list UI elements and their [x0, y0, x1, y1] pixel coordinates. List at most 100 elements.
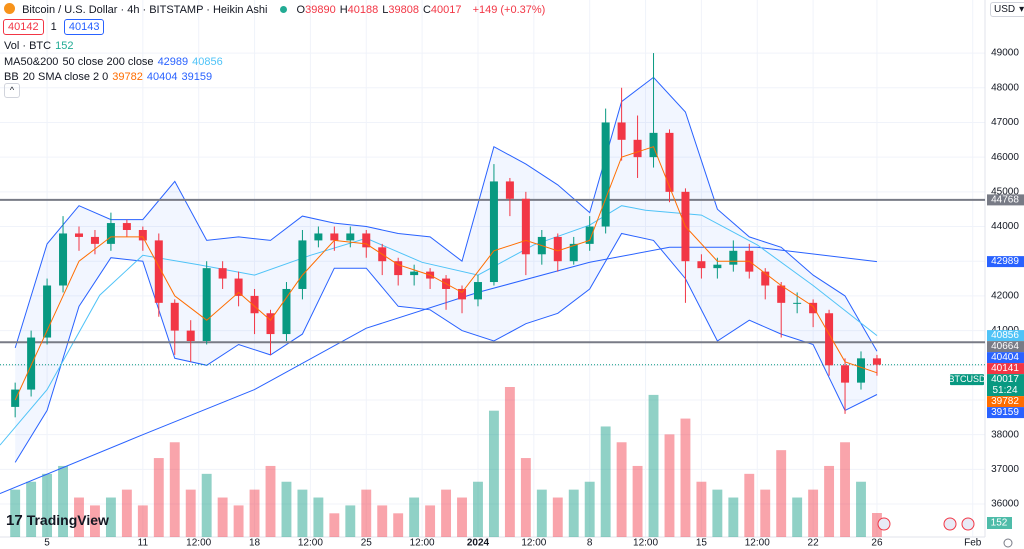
trade-row: 40142 1 40143 [3, 19, 108, 35]
x-tick-label: 2024 [467, 538, 490, 549]
candle-body [170, 302, 179, 331]
legend-row[interactable]: BB 20 SMA close 2 0 39782 40404 39159 [4, 70, 227, 86]
volume-bar [664, 434, 675, 537]
candle-body [282, 288, 291, 335]
y-tick-label: 47000 [991, 117, 1019, 128]
flag-icon [943, 517, 957, 531]
buy-button[interactable]: 40143 [63, 19, 105, 35]
legend-row[interactable]: Vol · BTC 152 [4, 39, 227, 55]
coin-icon [4, 3, 15, 14]
volume-bar [712, 489, 723, 537]
volume-bar [584, 481, 595, 537]
price-label: 44768 [991, 195, 1019, 206]
y-tick-label: 42000 [991, 291, 1019, 302]
volume-bar [137, 505, 148, 537]
ohlc-value: 39890 [305, 4, 336, 16]
y-tick-label: 37000 [991, 464, 1019, 475]
volume-bar [473, 481, 483, 537]
price-label-box [987, 396, 1024, 408]
candle-body [186, 330, 195, 342]
y-tick-label: 45000 [991, 186, 1019, 197]
volume-bar [201, 473, 212, 537]
candle-body [521, 198, 530, 255]
volume-bar [504, 387, 515, 537]
candle-body [138, 229, 147, 241]
volume-bar [169, 442, 180, 537]
candle-body [122, 223, 131, 230]
volume-bar [74, 497, 84, 537]
volume-bar [425, 505, 436, 537]
x-tick-label: 11 [138, 538, 149, 549]
price-label-box [987, 341, 1024, 353]
candle-body [154, 240, 163, 303]
indicator-legend: Vol · BTC 152 MA50&200 50 close 200 close 42… [4, 39, 227, 86]
volume-bar [648, 394, 659, 537]
x-tick-label: 12:00 [186, 538, 211, 549]
price-label-box [987, 194, 1024, 206]
price-label: 40141 [991, 363, 1019, 374]
volume-bar [377, 505, 388, 537]
candle-body [90, 236, 99, 244]
volume-bar [488, 410, 499, 537]
x-tick-label: 22 [808, 538, 820, 549]
sell-button[interactable]: 40142 [3, 19, 44, 35]
candle-body [27, 337, 36, 390]
bb-basis [14, 146, 878, 401]
legend-row[interactable]: MA50&200 50 close 200 close 42989 40856 [4, 55, 227, 71]
volume-bar [520, 458, 531, 537]
countdown: 51:24 [992, 385, 1017, 396]
volume-bar [185, 489, 196, 537]
legend-value: 152 [55, 40, 74, 52]
candle-body [872, 358, 881, 365]
candle-body [473, 282, 482, 300]
symbol-title[interactable]: Bitcoin / U.S. Dollar · 4h · BITSTAMP · … [22, 4, 268, 16]
collapse-button[interactable]: ^ [4, 83, 20, 98]
candle-body [569, 243, 578, 262]
x-tick-label: 12:00 [410, 538, 435, 549]
y-tick-label: 44000 [991, 221, 1019, 232]
currency-button[interactable]: USD ▾ [990, 2, 1024, 17]
ohlc-value: 40017 [430, 4, 462, 16]
volume-bar [58, 465, 68, 537]
candle-body [330, 233, 339, 241]
candle-body [202, 268, 211, 342]
x-tick-label: 18 [249, 538, 261, 549]
price-label-box [987, 352, 1024, 364]
volume-bar [760, 489, 771, 537]
spread: 1 [50, 21, 57, 33]
candle-body [250, 295, 259, 314]
price-label: 42989 [991, 256, 1019, 267]
legend-params: 20 SMA close 2 0 [22, 71, 109, 83]
brand-logo: 17 TradingView [6, 512, 113, 529]
ohlc-label: L [382, 4, 389, 16]
candle-body [106, 223, 115, 244]
price-label-box [987, 330, 1024, 342]
volume-bar [744, 473, 755, 537]
volume-bar [441, 489, 452, 537]
x-tick-label: 12:00 [298, 538, 323, 549]
price-label: 39159 [991, 407, 1019, 418]
volume-bar [329, 513, 340, 537]
volume-bar [265, 465, 276, 537]
volume-bar [345, 505, 356, 537]
volume-bar [361, 489, 372, 537]
volume-bar [10, 489, 21, 537]
x-tick-label: 15 [696, 538, 708, 549]
candle-body [218, 268, 227, 279]
volume-bar [616, 442, 627, 537]
volume-bar [792, 497, 803, 537]
brand-mark: 17 [6, 512, 23, 529]
candle-body [649, 132, 658, 158]
volume-bar [536, 489, 547, 537]
y-tick-label: 49000 [991, 48, 1019, 59]
candle-body [665, 132, 674, 192]
volume-bar [824, 465, 835, 537]
volume-bar [776, 450, 787, 537]
legend-value: 40404 [146, 71, 178, 83]
ohlc: O39890 H40188 L39808 C40017 [297, 4, 466, 16]
symbol-tag: BTCUSD [948, 374, 986, 384]
header-row: Bitcoin / U.S. Dollar · 4h · BITSTAMP · … [4, 3, 549, 16]
volume-bar [680, 418, 691, 537]
x-tick-label: 12:00 [745, 538, 770, 549]
